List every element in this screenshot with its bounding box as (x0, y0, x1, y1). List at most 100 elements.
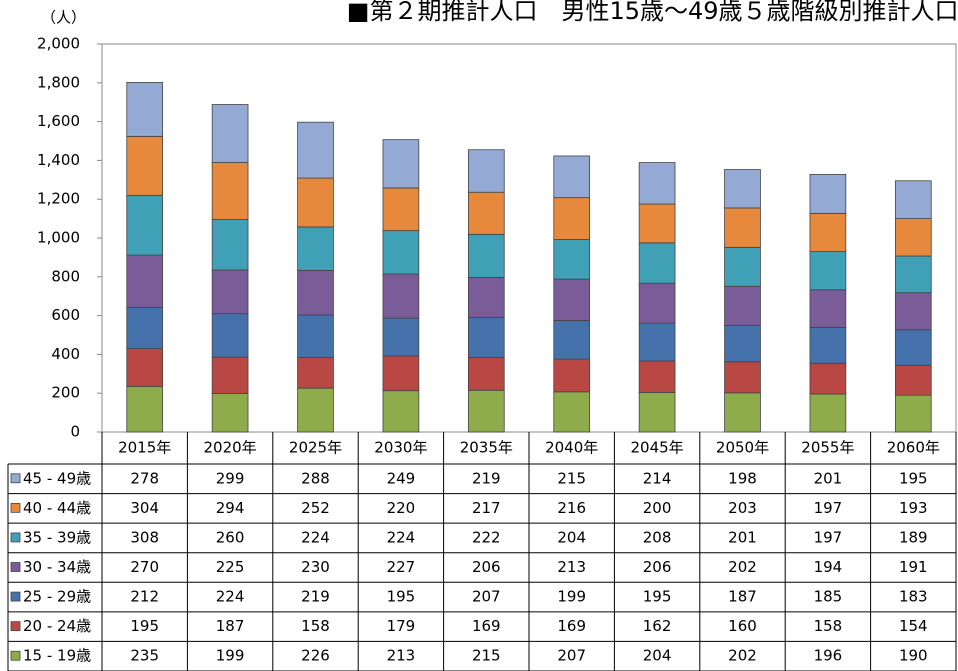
bar-segment (382, 273, 420, 319)
y-tick-label: 1,600 (37, 112, 80, 130)
y-tick-label: 200 (51, 384, 80, 402)
bar-segment (211, 219, 249, 271)
bar-segment (126, 82, 164, 137)
table-value: 193 (899, 499, 928, 517)
bar-segment (809, 393, 847, 433)
bar-segment (467, 149, 505, 193)
bar-segment (382, 390, 420, 433)
x-tick-label: 2050年 (716, 439, 769, 457)
table-value: 220 (387, 499, 416, 517)
bar-segment (724, 169, 761, 209)
bar-segment (382, 187, 420, 232)
table-value: 207 (472, 588, 501, 606)
bar-segment (553, 358, 591, 393)
bar-segment (467, 357, 505, 391)
table-value: 214 (643, 469, 672, 487)
x-tick-label: 2045年 (631, 439, 684, 457)
bar-segment (809, 251, 847, 291)
table-value: 185 (814, 588, 843, 606)
bar-segment (126, 194, 164, 256)
table-value: 187 (216, 617, 245, 635)
bar-segment (724, 361, 761, 394)
bar-segment (211, 104, 249, 163)
y-tick-label: 1,200 (37, 190, 80, 208)
legend-label: 20 - 24歳 (23, 617, 91, 635)
table-value: 278 (130, 469, 159, 487)
table-value: 215 (557, 469, 586, 487)
table-value: 197 (814, 528, 843, 546)
table-value: 195 (643, 588, 672, 606)
bar-segment (126, 254, 164, 308)
legend-label: 25 - 29歳 (23, 588, 91, 606)
bar-segment (126, 348, 164, 387)
bar-segment (297, 387, 334, 433)
bar-segment (638, 242, 676, 284)
y-tick-label: 400 (51, 345, 80, 363)
table-value: 213 (387, 647, 416, 665)
legend-label: 30 - 34歳 (23, 558, 91, 576)
bar-segment (894, 394, 932, 433)
bar-segment (126, 307, 164, 349)
x-tick-label: 2015年 (118, 439, 171, 457)
table-value: 222 (472, 528, 501, 546)
legend-label: 45 - 49歳 (23, 469, 91, 487)
bar-segment (297, 177, 334, 228)
y-tick-label: 2,000 (37, 35, 80, 53)
table-value: 224 (216, 588, 245, 606)
table-value: 190 (899, 647, 928, 665)
bar-segment (553, 197, 591, 240)
x-tick-label: 2035年 (460, 439, 513, 457)
y-tick-label: 1,800 (37, 73, 80, 91)
bar-segment (553, 155, 591, 199)
table-value: 158 (814, 617, 843, 635)
table-value: 196 (814, 647, 843, 665)
bar-segment (467, 233, 505, 278)
table-value: 217 (472, 499, 501, 517)
table-value: 299 (216, 469, 245, 487)
table-value: 200 (643, 499, 672, 517)
bar-segment (467, 276, 505, 318)
legend-label: 35 - 39歳 (23, 528, 91, 546)
bar-segment (297, 314, 334, 358)
table-value: 194 (814, 558, 843, 576)
table-value: 195 (130, 617, 159, 635)
bar-segment (126, 135, 164, 196)
table-value: 199 (557, 588, 586, 606)
bar-segment (382, 317, 420, 357)
bar-segment (211, 162, 249, 220)
legend-swatch (10, 502, 21, 513)
bar-segment (467, 389, 505, 433)
table-value: 202 (728, 647, 757, 665)
table-value: 249 (387, 469, 416, 487)
table-value: 215 (472, 647, 501, 665)
bar-segment (382, 355, 420, 392)
table-value: 198 (728, 469, 757, 487)
table-value: 169 (557, 617, 586, 635)
table-value: 208 (643, 528, 672, 546)
bar-segment (297, 121, 334, 179)
bar-segment (724, 392, 761, 433)
bar-segment (809, 327, 847, 364)
bar-segment (894, 180, 932, 220)
bar-segment (894, 255, 932, 294)
bar-segment (638, 162, 676, 205)
legend-swatch (10, 562, 21, 572)
x-tick-label: 2060年 (887, 439, 940, 457)
y-tick-label: 600 (51, 306, 80, 324)
table-value: 169 (472, 617, 501, 635)
bar-segment (382, 230, 420, 275)
table-value: 304 (130, 499, 159, 517)
table-value: 212 (130, 588, 159, 606)
table-value: 204 (557, 528, 586, 546)
bar-segment (638, 282, 676, 324)
table-value: 189 (899, 528, 928, 546)
table-value: 213 (557, 558, 586, 576)
table-value: 207 (557, 647, 586, 665)
bar-segment (638, 203, 676, 244)
bar-segment (553, 239, 591, 280)
x-tick-label: 2025年 (289, 439, 342, 457)
x-tick-label: 2020年 (204, 439, 257, 457)
table-value: 227 (387, 558, 416, 576)
table-value: 252 (301, 499, 330, 517)
table-value: 158 (301, 617, 330, 635)
